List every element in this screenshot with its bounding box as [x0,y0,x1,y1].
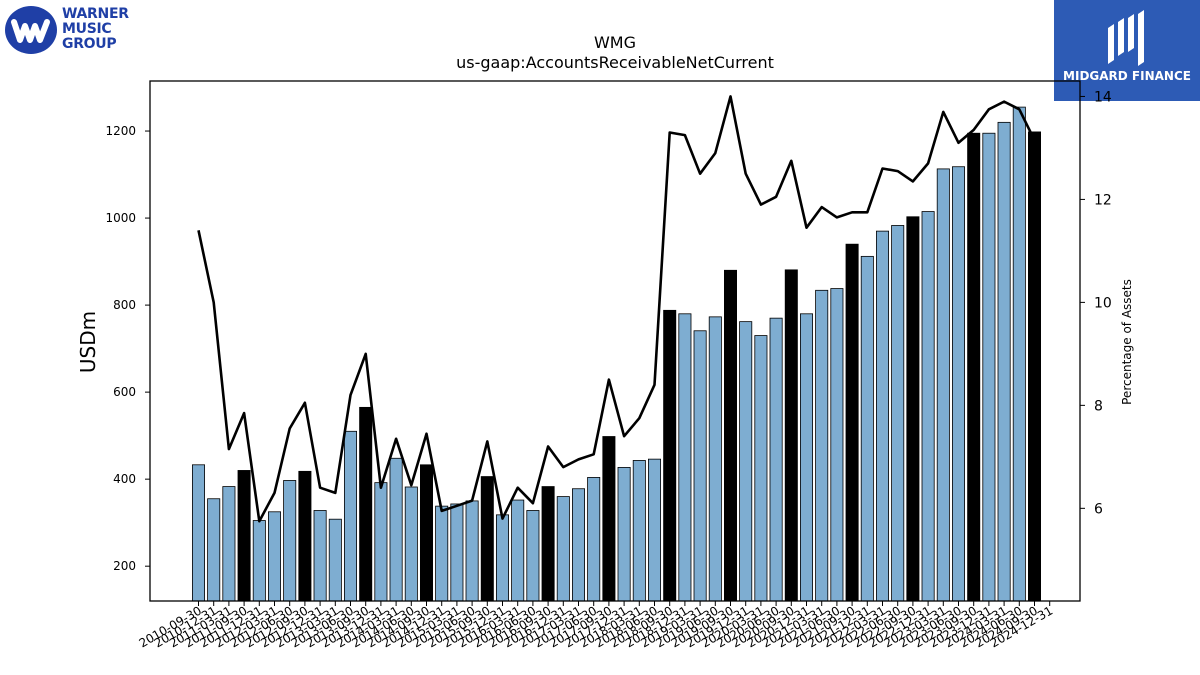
bar-2014-12-31 [435,505,449,602]
pct-assets-line [197,95,1036,523]
bar-2020-12-31 [800,313,814,602]
y-axis-label: USDm [76,311,100,373]
bar-2015-03-31 [450,503,464,602]
bar-2023-09-30 [967,132,981,602]
midgard-finance-logo: MIDGARD FINANCE [1054,0,1200,101]
bar-2017-06-30 [587,477,601,602]
bar-2024-09-30 [1028,131,1042,602]
bar-2016-12-31 [556,496,570,602]
y-tick-label: 800 [113,298,136,312]
bar-2021-03-31 [815,289,829,602]
y2-tick-label: 12 [1094,192,1112,208]
bar-2017-12-31 [617,467,631,602]
wordmark-line-3: GROUP [62,36,117,52]
bar-2020-09-30 [784,269,798,602]
y-tick-label: 1200 [105,124,136,138]
wordmark-line-2: MUSIC [62,21,112,37]
bar-2015-09-30 [480,476,494,602]
bar-2018-12-31 [678,313,692,602]
chart-title: WMG [594,33,636,52]
plot-frame [149,80,1081,602]
bar-2015-06-30 [465,500,479,602]
bar-2019-09-30 [724,269,738,602]
bar-2014-03-31 [389,457,403,602]
bar-2016-03-31 [511,499,525,602]
bar-2013-09-30 [359,406,373,602]
wordmark-line-1: WARNER [62,6,129,22]
bar-2012-09-30 [298,470,312,602]
warner-music-group-wordmark: WARNER MUSIC GROUP [62,7,129,52]
bar-2022-03-31 [876,230,890,602]
bar-2024-03-31 [997,121,1011,602]
bar-2018-09-30 [663,309,677,602]
y2-tick-label: 8 [1094,398,1103,414]
axes-group: 20040060080010001200681012142010-09-3020… [105,80,1112,650]
bar-2019-12-31 [739,321,753,602]
bar-2021-12-31 [860,255,874,602]
bar-2013-12-31 [374,482,388,602]
chart-subtitle: us-gaap:AccountsReceivableNetCurrent [456,53,774,72]
y-tick-label: 1000 [105,211,136,225]
bar-2012-12-31 [313,510,327,602]
midgard-emblem-icon [1108,10,1144,66]
bar-2020-06-30 [769,317,783,602]
wmg-emblem-icon [5,6,57,54]
bar-2019-06-30 [708,316,722,602]
bar-2017-09-30 [602,436,616,602]
bar-2016-06-30 [526,510,540,602]
bar-2018-06-30 [648,458,662,602]
bar-2021-09-30 [845,243,859,602]
bar-2023-06-30 [952,166,966,602]
bar-2024-06-30 [1012,106,1026,602]
bar-2011-03-31 [222,486,236,602]
bar-2015-12-31 [495,514,509,602]
y2-tick-label: 14 [1094,89,1112,105]
bar-2013-03-31 [328,518,342,602]
y-tick-label: 400 [113,472,136,486]
bar-2010-09-30 [191,464,205,602]
bar-2012-06-30 [283,480,297,602]
bar-2014-06-30 [404,486,418,602]
y-tick-label: 600 [113,385,136,399]
y2-tick-label: 10 [1094,295,1112,311]
line-layer [197,95,1036,523]
bar-2011-12-31 [252,520,266,602]
y2-tick-label: 6 [1094,501,1103,517]
bar-2013-06-30 [343,430,357,602]
bar-2022-12-31 [921,211,935,602]
warner-music-group-logo [4,4,144,56]
bar-2020-03-31 [754,335,768,602]
y2-axis-label: Percentage of Assets [1120,279,1134,405]
bar-2016-09-30 [541,486,555,602]
bar-2010-12-31 [207,498,221,602]
bar-2018-03-31 [632,460,646,602]
bar-2011-09-30 [237,470,251,602]
bar-2017-03-31 [572,488,586,602]
bar-2022-06-30 [891,225,905,602]
midgard-finance-wordmark: MIDGARD FINANCE [1063,69,1191,83]
bar-2022-09-30 [906,216,920,602]
bar-2014-09-30 [419,464,433,602]
bar-2021-06-30 [830,288,844,602]
bar-2012-03-31 [267,511,281,602]
y-tick-label: 200 [113,559,136,573]
bar-2023-12-31 [982,132,996,602]
bar-2023-03-31 [936,168,950,602]
bar-2019-03-31 [693,330,707,602]
